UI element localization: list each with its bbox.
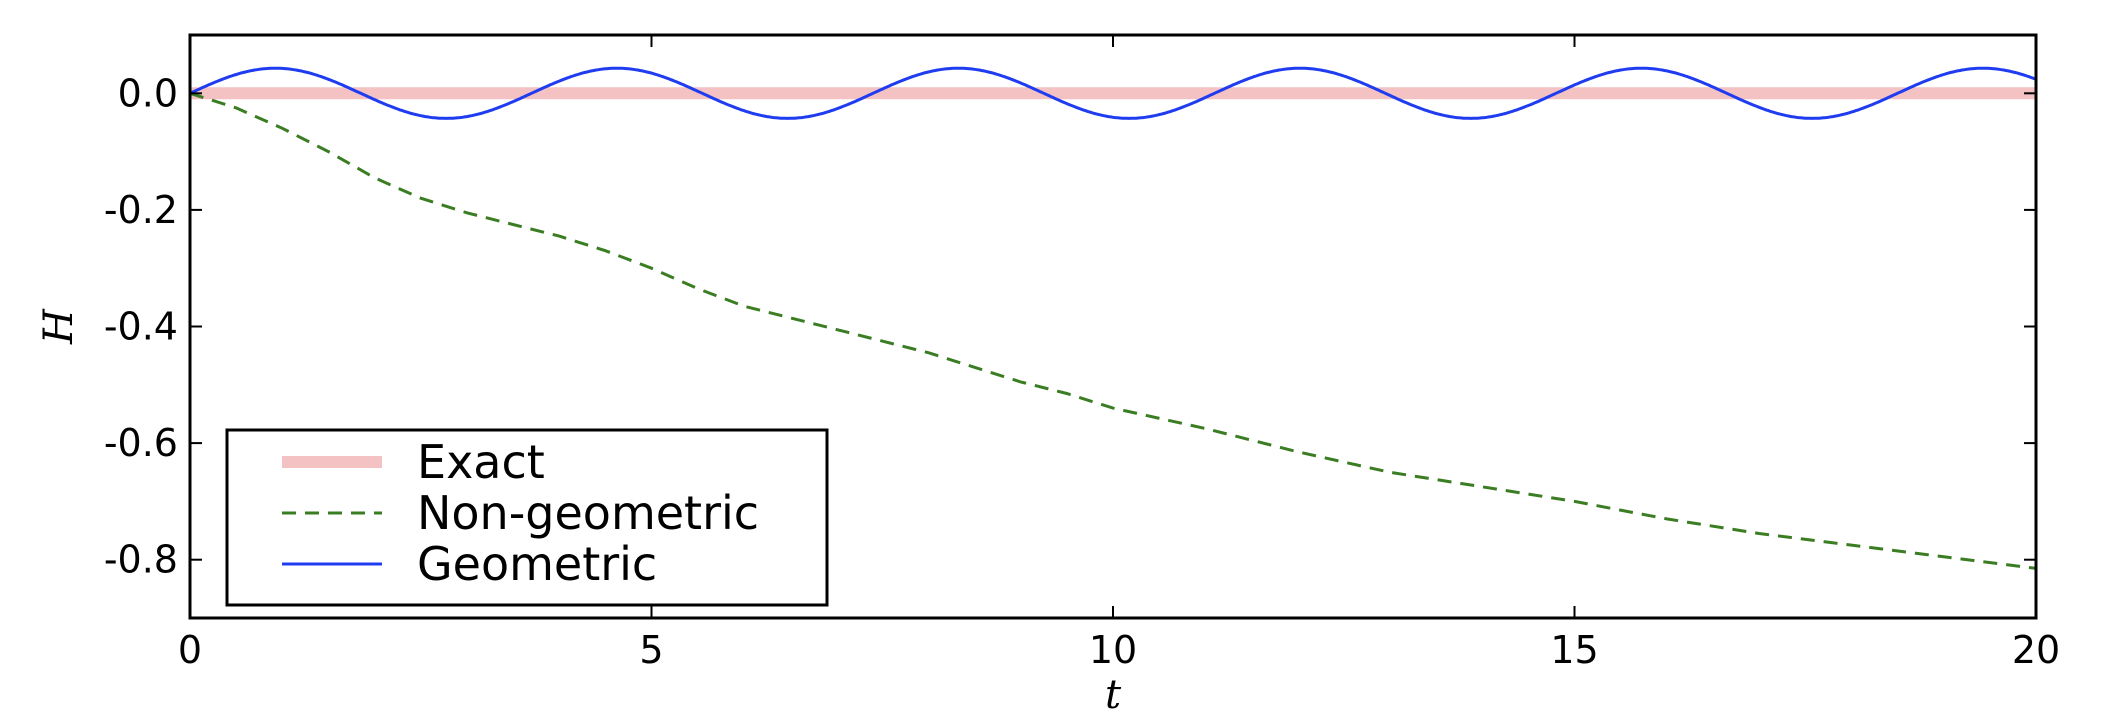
- legend-label-geometric: Geometric: [417, 537, 657, 591]
- legend: Exact Non-geometric Geometric: [225, 428, 829, 607]
- x-tick-label: 5: [639, 628, 663, 672]
- y-tick-label: -0.4: [104, 305, 178, 349]
- plot-area: [190, 66, 2036, 570]
- y-tick-label: -0.6: [104, 421, 178, 465]
- x-axis-ticks: 0 5 10 15 20: [178, 35, 2060, 672]
- x-tick-label: 10: [1089, 628, 1137, 672]
- y-tick-label: -0.2: [104, 188, 178, 232]
- y-axis-label: H: [36, 308, 82, 345]
- series-line-non-geometric: [190, 91, 2036, 570]
- y-tick-label: 0.0: [118, 71, 178, 115]
- x-tick-label: 15: [1550, 628, 1598, 672]
- y-tick-label: -0.8: [104, 538, 178, 582]
- x-tick-label: 0: [178, 628, 202, 672]
- plot-frame: [188, 33, 2038, 620]
- y-axis-ticks: 0.0 -0.2 -0.4 -0.6 -0.8: [104, 71, 2036, 582]
- legend-label-exact: Exact: [417, 435, 545, 489]
- series-line-geometric: [190, 66, 2036, 120]
- x-tick-label: 20: [2012, 628, 2060, 672]
- x-axis-label: t: [1105, 672, 1122, 718]
- legend-label-non-geometric: Non-geometric: [417, 486, 759, 540]
